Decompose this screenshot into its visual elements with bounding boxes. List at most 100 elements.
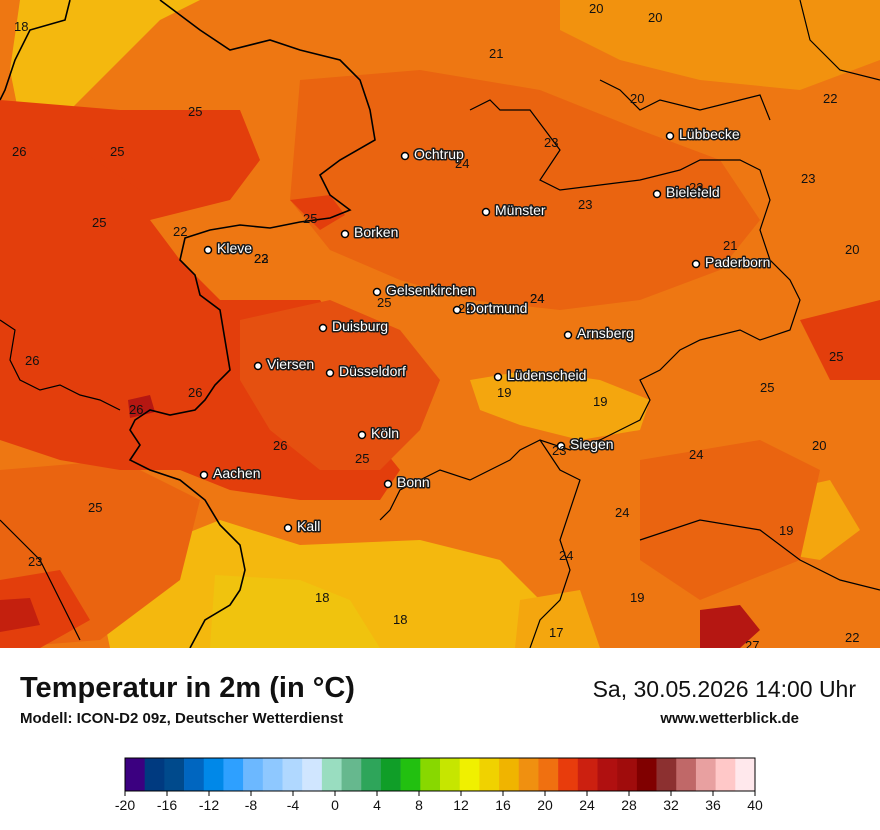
temperature-value: 24: [458, 301, 472, 316]
city-label-gelsenkirchen: Gelsenkirchen: [386, 282, 476, 298]
legend-frame: [124, 757, 756, 792]
temperature-value: 18: [315, 590, 329, 605]
temperature-value: 20: [648, 10, 662, 25]
map-title: Temperatur in 2m (in °C): [20, 672, 355, 704]
legend-swatch: [676, 758, 697, 791]
temperature-value: 23: [801, 171, 815, 186]
city-marker-luedenscheid: Lüdenscheid: [493, 366, 588, 385]
temperature-value: 25: [355, 451, 369, 466]
state-border: [0, 319, 121, 411]
temperature-zone-25: [800, 300, 880, 380]
temperature-value: 23: [28, 554, 42, 569]
city-marker-aachen: Aachen: [199, 464, 262, 483]
temperature-value: 21: [723, 238, 737, 253]
legend-swatch: [735, 758, 756, 791]
legend-tick-label: 36: [705, 797, 721, 813]
city-marker-ochtrup: Ochtrup: [400, 145, 466, 164]
temperature-value: 22: [845, 630, 859, 645]
legend-tick-label: -4: [287, 797, 300, 813]
temperature-value: 26: [273, 438, 287, 453]
city-marker-duesseldorf: Düsseldorf: [325, 362, 408, 381]
temperature-value: 26: [25, 353, 39, 368]
legend-tick-label: 20: [537, 797, 553, 813]
temperature-value: 23: [552, 443, 566, 458]
legend-swatch: [262, 758, 283, 791]
temperature-zone-25: [0, 570, 90, 648]
legend-ticks: -20 -16 -12 -8 -4 0 4 8 12 16 20 24 28 32 36 40: [115, 791, 763, 813]
temperature-value: 23: [544, 135, 558, 150]
legend-swatch: [203, 758, 224, 791]
legend-swatch: [144, 758, 165, 791]
temperature-map: Lübbecke Ochtrup Bielefeld Münster Borke…: [0, 0, 880, 648]
forecast-datetime: Sa, 30.05.2026 14:00 Uhr: [592, 676, 856, 702]
legend-swatch: [538, 758, 559, 791]
legend-swatch: [164, 758, 185, 791]
legend-tick-label: 8: [415, 797, 423, 813]
model-credit: Modell: ICON-D2 09z, Deutscher Wetterdie…: [20, 710, 344, 727]
city-marker-borken: Borken: [340, 223, 400, 242]
temperature-value: 24: [530, 291, 544, 306]
temperature-zone-25: [290, 195, 345, 230]
legend-swatch: [440, 758, 460, 791]
temperature-value: 19: [630, 590, 644, 605]
legend-swatch: [695, 758, 716, 791]
legend-tick-label: 16: [495, 797, 511, 813]
legend-swatch: [499, 758, 520, 791]
legend-tick-label: 0: [331, 797, 339, 813]
legend-swatch: [400, 758, 421, 791]
temperature-value: 26: [12, 144, 26, 159]
temperature-value: 22: [173, 224, 187, 239]
temperature-zone-20: [560, 0, 880, 90]
temperature-value: 20: [589, 1, 603, 16]
temperature-value: 18: [14, 19, 28, 34]
website-link[interactable]: www.wetterblick.de: [660, 710, 799, 727]
temperature-zone-27: [0, 598, 40, 632]
state-border: [639, 519, 880, 591]
legend-swatch: [380, 758, 401, 791]
legend-swatch: [715, 758, 736, 791]
legend-swatch: [558, 758, 579, 791]
city-marker-kleve: Kleve: [203, 239, 254, 258]
legend-swatch: [125, 758, 145, 791]
legend-swatch: [518, 758, 539, 791]
footer: [0, 648, 880, 830]
state-border: [799, 0, 880, 81]
temperature-value: 24: [689, 447, 703, 462]
temperature-value: 20: [845, 242, 859, 257]
legend-swatch: [597, 758, 618, 791]
city-marker-kall: Kall: [283, 517, 322, 536]
legend-swatch: [321, 758, 342, 791]
city-label-borken: Borken: [354, 224, 398, 240]
legend-tick-label: -16: [157, 797, 177, 813]
temperature-value: 19: [497, 385, 511, 400]
legend-tick-label: -8: [245, 797, 258, 813]
legend-swatch: [184, 758, 205, 791]
city-label-muenster: Münster: [495, 202, 546, 218]
temperature-zone-24: [290, 70, 760, 310]
city-marker-bielefeld: Bielefeld: [652, 183, 721, 202]
city-marker-gelsenkirchen: Gelsenkirchen: [372, 281, 477, 300]
legend-tick-label: -12: [199, 797, 219, 813]
city-marker-paderborn: Paderborn: [691, 253, 772, 272]
temperature-zone-18: [10, 0, 200, 120]
city-marker-dortmund: Dortmund: [452, 299, 529, 318]
city-label-viersen: Viersen: [267, 356, 314, 372]
temperature-value: 25: [188, 104, 202, 119]
temperature-value: 26: [188, 385, 202, 400]
temperature-value: 23: [578, 197, 592, 212]
state-border: [599, 79, 771, 121]
temperature-value: 25: [303, 211, 317, 226]
legend-tick-label: 24: [579, 797, 595, 813]
temperature-value: 19: [779, 523, 793, 538]
legend-swatch: [302, 758, 323, 791]
city-label-paderborn: Paderborn: [705, 254, 770, 270]
city-label-luedenscheid: Lüdenscheid: [507, 367, 586, 383]
city-marker-viersen: Viersen: [253, 355, 316, 374]
temperature-value: 24: [530, 291, 544, 306]
city-label-koeln: Köln: [371, 425, 399, 441]
city-marker-siegen: Siegen: [556, 435, 615, 454]
temperature-value: 20: [812, 438, 826, 453]
legend-tick-label: 32: [663, 797, 679, 813]
legend-tick-label: -20: [115, 797, 135, 813]
temperature-value: 23: [254, 251, 268, 266]
